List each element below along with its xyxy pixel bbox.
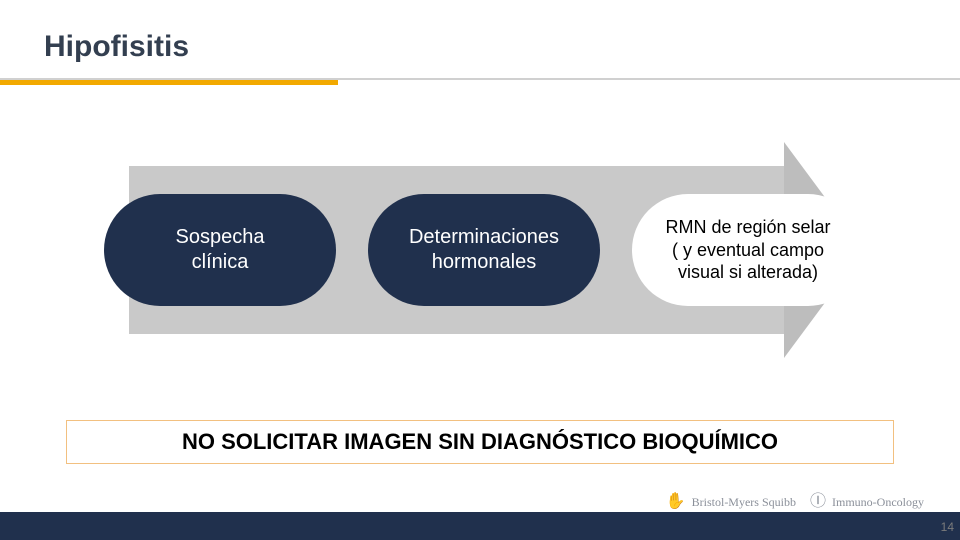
process-nodes: Sospecha clínica Determinaciones hormona… <box>104 160 864 340</box>
node-sospecha: Sospecha clínica <box>104 194 336 306</box>
hand-icon: ✋ <box>666 494 686 510</box>
logo-io: Ⓘ Immuno-Oncology <box>810 494 924 510</box>
page-number: 14 <box>941 520 954 534</box>
process-arrow-diagram: Sospecha clínica Determinaciones hormona… <box>104 160 864 340</box>
node-line: RMN de región selar <box>665 216 830 239</box>
node-line: clínica <box>192 250 249 275</box>
rule-orange <box>0 80 338 85</box>
footer-logos: ✋ Bristol-Myers Squibb Ⓘ Immuno-Oncology <box>666 494 924 510</box>
node-determinaciones: Determinaciones hormonales <box>368 194 600 306</box>
logo-bms-text: Bristol-Myers Squibb <box>692 495 796 510</box>
logo-bms: ✋ Bristol-Myers Squibb <box>666 494 796 510</box>
footer-bar <box>0 512 960 540</box>
node-line: ( y eventual campo visual si alterada) <box>650 239 846 284</box>
hand-icon: Ⓘ <box>810 494 826 510</box>
warning-callout: NO SOLICITAR IMAGEN SIN DIAGNÓSTICO BIOQ… <box>66 420 894 464</box>
slide-title: Hipofisitis <box>44 30 189 64</box>
node-line: Sospecha <box>176 225 265 250</box>
logo-io-text: Immuno-Oncology <box>832 495 924 510</box>
node-line: hormonales <box>432 250 537 275</box>
node-line: Determinaciones <box>409 225 559 250</box>
node-rmn: RMN de región selar ( y eventual campo v… <box>632 194 864 306</box>
slide: Hipofisitis Sospecha clínica Determinaci… <box>0 0 960 540</box>
warning-text: NO SOLICITAR IMAGEN SIN DIAGNÓSTICO BIOQ… <box>182 429 778 455</box>
